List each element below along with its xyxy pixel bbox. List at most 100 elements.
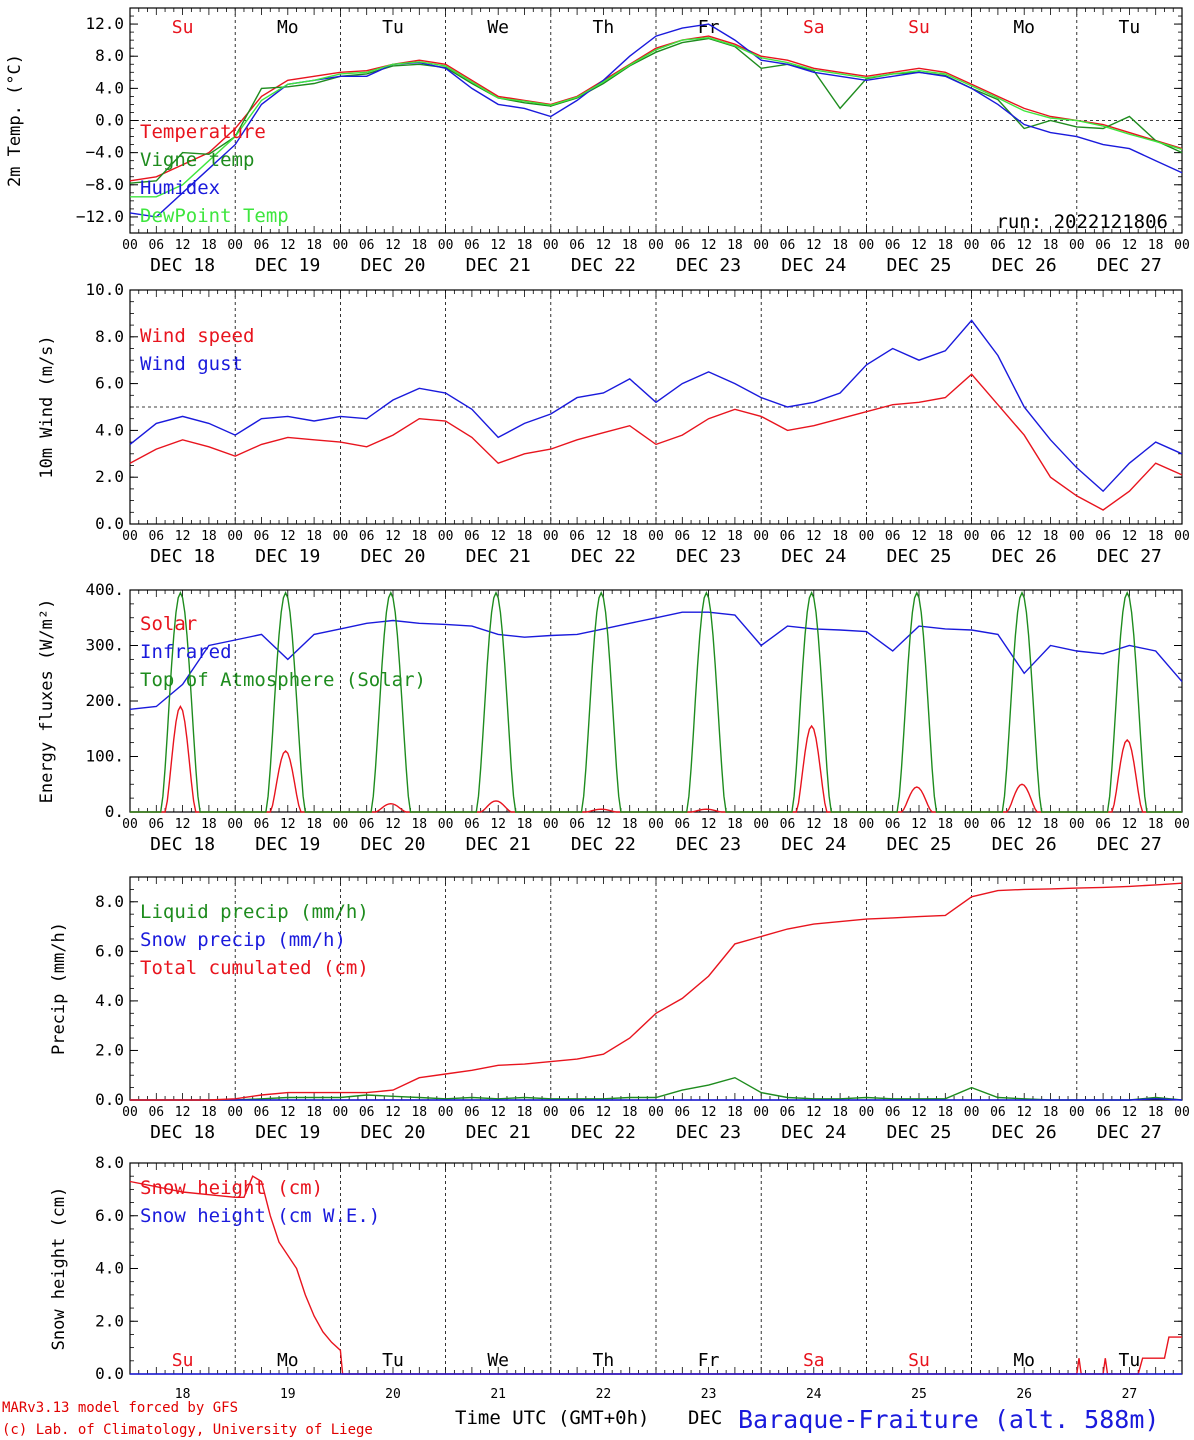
x-date-label: DEC 27 bbox=[1097, 546, 1162, 567]
x-date-label: DEC 19 bbox=[255, 1122, 320, 1143]
x-hour-label: 12 bbox=[1122, 817, 1138, 832]
x-hour-label: 06 bbox=[148, 529, 164, 544]
x-axis-title: Time UTC (GMT+0h) bbox=[455, 1407, 649, 1429]
legend-entry: Temperature bbox=[140, 121, 266, 143]
weekday-label: Tu bbox=[1119, 17, 1141, 38]
x-hour-label: 12 bbox=[1016, 238, 1032, 253]
x-day-label: 20 bbox=[385, 1387, 401, 1402]
x-hour-label: 12 bbox=[1122, 238, 1138, 253]
x-hour-label: 06 bbox=[674, 1105, 690, 1120]
x-hour-label: 00 bbox=[438, 529, 454, 544]
x-hour-label: 06 bbox=[674, 238, 690, 253]
x-date-label: DEC 25 bbox=[886, 255, 951, 276]
x-date-label: DEC 21 bbox=[466, 255, 531, 276]
x-hour-label: 18 bbox=[937, 238, 953, 253]
x-hour-label: 00 bbox=[1069, 817, 1085, 832]
weekday-label: Sa bbox=[803, 1350, 825, 1371]
x-hour-label: 18 bbox=[517, 817, 533, 832]
x-date-label: DEC 25 bbox=[886, 834, 951, 855]
x-hour-label: 00 bbox=[1069, 238, 1085, 253]
x-hour-label: 00 bbox=[122, 817, 138, 832]
series-line-infrared bbox=[129, 611, 1183, 710]
x-hour-label: 18 bbox=[727, 1105, 743, 1120]
weekday-label: Mo bbox=[277, 17, 299, 38]
x-hour-label: 18 bbox=[832, 1105, 848, 1120]
series-line-vigne-temp bbox=[129, 37, 1183, 184]
x-hour-label: 12 bbox=[911, 529, 927, 544]
y-tick-label: 4.0 bbox=[95, 1259, 124, 1278]
x-date-label: DEC 22 bbox=[571, 834, 636, 855]
x-hour-label: 00 bbox=[227, 1105, 243, 1120]
x-hour-label: 18 bbox=[201, 817, 217, 832]
x-hour-label: 12 bbox=[806, 817, 822, 832]
x-date-label: DEC 24 bbox=[781, 546, 846, 567]
x-date-label: DEC 19 bbox=[255, 834, 320, 855]
x-date-label: DEC 25 bbox=[886, 546, 951, 567]
legend-entry: Wind speed bbox=[140, 325, 254, 347]
x-hour-label: 18 bbox=[832, 238, 848, 253]
x-hour-label: 12 bbox=[175, 238, 191, 253]
x-hour-label: 12 bbox=[490, 529, 506, 544]
x-hour-label: 00 bbox=[648, 817, 664, 832]
y-tick-label: 0.0 bbox=[95, 1364, 124, 1383]
x-day-label: 23 bbox=[701, 1387, 717, 1402]
x-hour-label: 06 bbox=[990, 1105, 1006, 1120]
x-hour-label: 00 bbox=[753, 529, 769, 544]
x-date-label: DEC 20 bbox=[360, 255, 425, 276]
x-hour-label: 18 bbox=[937, 817, 953, 832]
x-date-label: DEC 18 bbox=[150, 546, 215, 567]
series-line-temperature bbox=[129, 35, 1183, 182]
weekday-label: Su bbox=[908, 17, 930, 38]
x-date-label: DEC 18 bbox=[150, 1122, 215, 1143]
x-hour-label: 18 bbox=[411, 238, 427, 253]
x-hour-label: 18 bbox=[937, 529, 953, 544]
x-hour-label: 18 bbox=[727, 817, 743, 832]
x-hour-label: 06 bbox=[464, 1105, 480, 1120]
x-hour-label: 00 bbox=[964, 238, 980, 253]
x-day-label: 19 bbox=[280, 1387, 296, 1402]
x-hour-label: 12 bbox=[385, 529, 401, 544]
weekday-label: Tu bbox=[382, 1350, 404, 1371]
y-tick-label: 2.0 bbox=[95, 1040, 124, 1059]
footer-model: MARv3.13 model forced by GFS bbox=[2, 1400, 238, 1416]
x-hour-label: 12 bbox=[701, 1105, 717, 1120]
x-hour-label: 06 bbox=[1095, 238, 1111, 253]
x-hour-label: 18 bbox=[622, 1105, 638, 1120]
x-hour-label: 12 bbox=[701, 238, 717, 253]
x-date-label: DEC 19 bbox=[255, 255, 320, 276]
x-hour-label: 00 bbox=[543, 529, 559, 544]
x-date-label: DEC 25 bbox=[886, 1122, 951, 1143]
x-hour-label: 12 bbox=[806, 238, 822, 253]
x-hour-label: 00 bbox=[1069, 529, 1085, 544]
x-hour-label: 12 bbox=[596, 817, 612, 832]
x-day-label: 22 bbox=[596, 1387, 612, 1402]
y-tick-label: 0. bbox=[105, 802, 124, 821]
x-hour-label: 00 bbox=[122, 529, 138, 544]
x-hour-label: 18 bbox=[1043, 529, 1059, 544]
y-tick-label: 10.0 bbox=[85, 280, 124, 299]
x-hour-label: 18 bbox=[937, 1105, 953, 1120]
x-date-label: DEC 23 bbox=[676, 1122, 741, 1143]
legend-entry: Top of Atmosphere (Solar) bbox=[140, 669, 426, 691]
x-hour-label: 06 bbox=[254, 529, 270, 544]
x-hour-label: 06 bbox=[464, 817, 480, 832]
y-axis-title: 10m Wind (m/s) bbox=[37, 335, 57, 478]
x-hour-label: 12 bbox=[701, 817, 717, 832]
x-hour-label: 18 bbox=[517, 1105, 533, 1120]
x-hour-label: 06 bbox=[780, 238, 796, 253]
y-tick-label: 6.0 bbox=[95, 941, 124, 960]
legend-entry: Snow height (cm W.E.) bbox=[140, 1205, 380, 1227]
x-hour-label: 18 bbox=[517, 238, 533, 253]
x-day-label: 21 bbox=[490, 1387, 506, 1402]
x-hour-label: 12 bbox=[596, 529, 612, 544]
x-hour-label: 06 bbox=[674, 817, 690, 832]
legend-entry: Wind gust bbox=[140, 353, 243, 375]
y-tick-label: 200. bbox=[85, 691, 124, 710]
y-tick-label: 2.0 bbox=[95, 467, 124, 486]
x-hour-label: 00 bbox=[1174, 529, 1190, 544]
x-hour-label: 12 bbox=[385, 1105, 401, 1120]
x-hour-label: 18 bbox=[622, 238, 638, 253]
x-hour-label: 12 bbox=[911, 817, 927, 832]
x-hour-label: 06 bbox=[780, 817, 796, 832]
